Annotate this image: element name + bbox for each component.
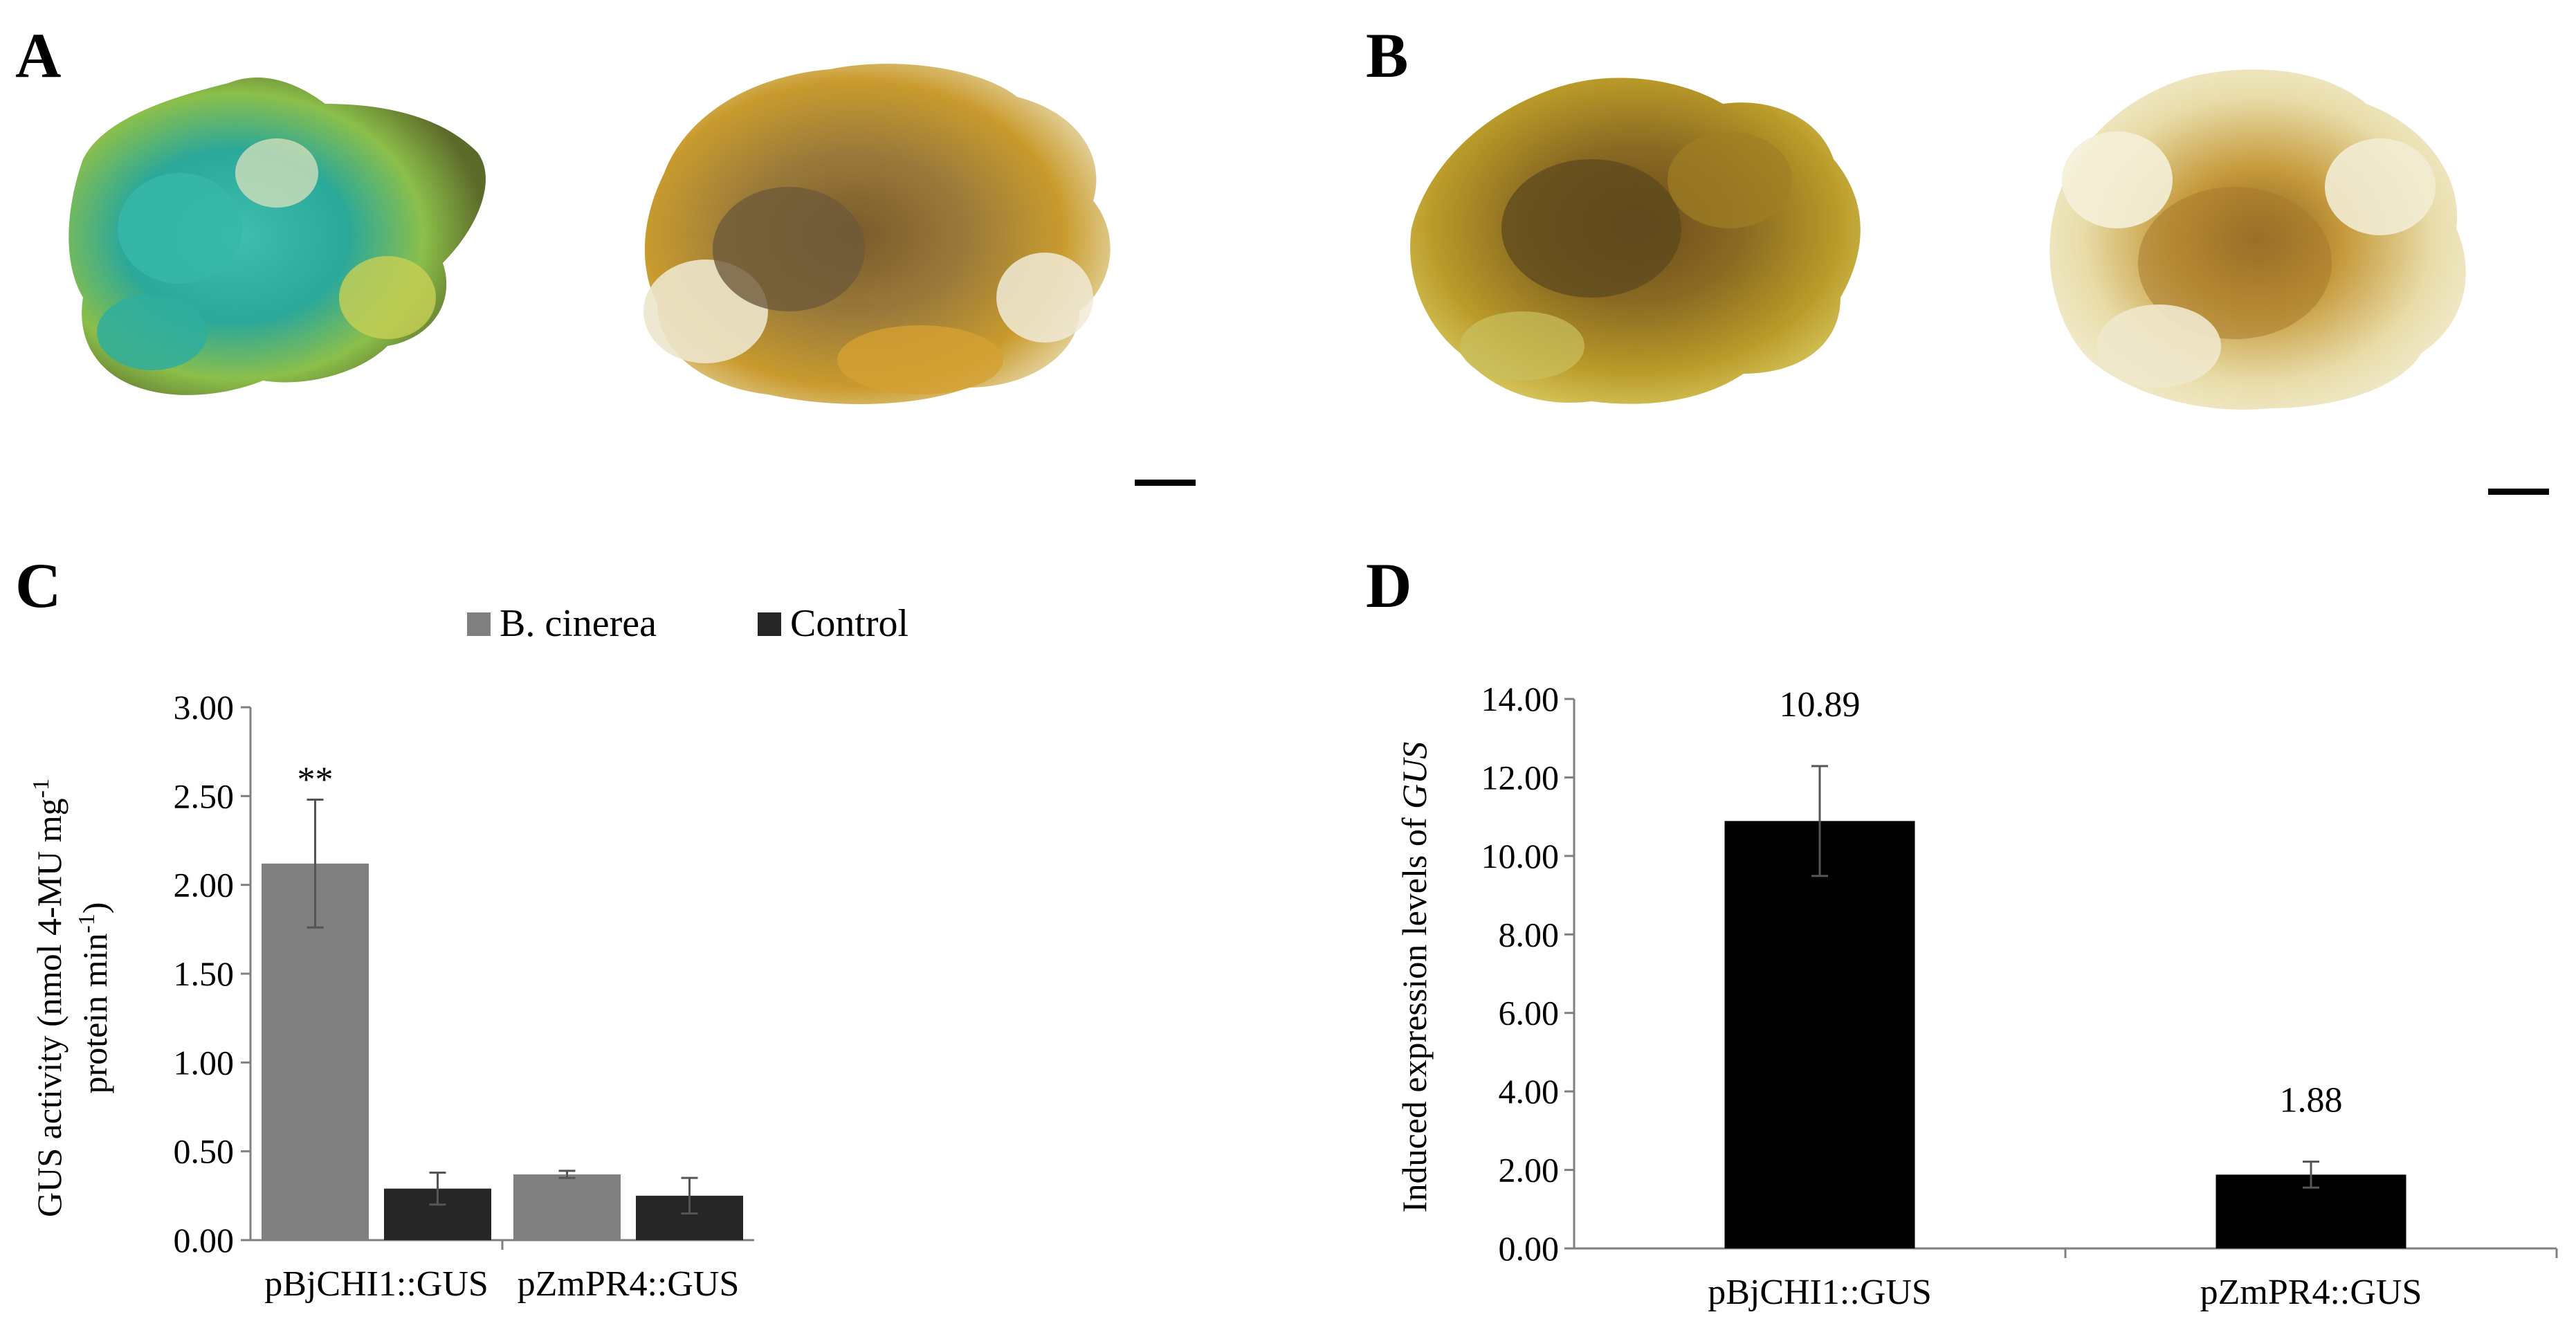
y-tick-label-c: 0.50 — [174, 1132, 235, 1171]
y-tick-label-c: 3.00 — [174, 688, 235, 727]
y-tick-label-d: 0.00 — [1499, 1229, 1560, 1268]
scale-bar-b — [2488, 489, 2549, 495]
y-tick-label-d: 8.00 — [1499, 915, 1560, 954]
panel-label-b: B — [1366, 20, 1409, 91]
callus-photographs — [68, 64, 2466, 410]
callus-a-stained — [68, 77, 486, 395]
legend-c: B. cinerea Control — [467, 602, 908, 645]
bar-c — [513, 1174, 621, 1240]
x-category-label-c: pBjCHI1::GUS — [264, 1264, 488, 1304]
y-tick-label-c: 1.00 — [174, 1043, 235, 1082]
chart-c: B. cinerea Control GUS activity (nmol 4-… — [28, 602, 909, 1304]
y-tick-label-d: 6.00 — [1499, 994, 1560, 1033]
y-tick-label-d: 12.00 — [1481, 758, 1560, 797]
x-category-label-d: pBjCHI1::GUS — [1708, 1273, 1932, 1312]
callus-b-control — [2049, 69, 2466, 410]
legend-swatch-control — [758, 612, 781, 636]
x-category-label-d: pZmPR4::GUS — [2200, 1273, 2422, 1312]
svg-text:protein min-1): protein min-1) — [74, 902, 115, 1094]
callus-a-control — [643, 64, 1111, 404]
legend-swatch-bcinerea — [467, 612, 491, 636]
bar-d — [1724, 821, 1915, 1248]
svg-text:Induced expression levels of: Induced expression levels of GUS — [1395, 742, 1434, 1212]
panel-label-c: C — [15, 550, 62, 621]
significance-annotation: ** — [298, 760, 334, 799]
y-tick-label-c: 0.00 — [174, 1221, 235, 1259]
y-tick-label-d: 2.00 — [1499, 1151, 1560, 1190]
legend-label-control: Control — [790, 602, 908, 645]
legend-label-bcinerea: B. cinerea — [500, 602, 657, 645]
plot-area-c: 0.00 0.50 1.00 1.50 2.00 2.50 3.00pBjCHI1::GUS… — [174, 688, 754, 1304]
y-tick-label-d: 4.00 — [1499, 1072, 1560, 1111]
y-tick-label-c: 2.00 — [174, 866, 235, 904]
chart-d: Induced expression levels of GUS 0.00 2.0… — [1395, 680, 2558, 1312]
x-category-label-c: pZmPR4::GUS — [518, 1264, 740, 1304]
callus-b-stained — [1410, 78, 1861, 404]
y-tick-label-d: 10.00 — [1481, 837, 1560, 875]
data-label-d: 1.88 — [2280, 1081, 2343, 1120]
svg-text:GUS activity (nmol 4-MU mg-1: GUS activity (nmol 4-MU mg-1 — [28, 779, 69, 1217]
y-axis-title-c: GUS activity (nmol 4-MU mg-1 protein min… — [28, 779, 115, 1217]
scale-bar-a — [1135, 480, 1196, 486]
data-label-d: 10.89 — [1780, 685, 1861, 725]
panel-label-a: A — [15, 20, 62, 91]
panel-label-d: D — [1366, 550, 1412, 621]
y-tick-label-d: 14.00 — [1481, 680, 1560, 718]
y-tick-label-c: 1.50 — [174, 954, 235, 993]
y-axis-title-d: Induced expression levels of GUS — [1395, 742, 1434, 1212]
y-tick-label-c: 2.50 — [174, 776, 235, 815]
plot-area-d: 0.00 2.00 4.00 6.00 8.00 10.00 12.00 14.00 pBjCH… — [1481, 680, 2558, 1312]
